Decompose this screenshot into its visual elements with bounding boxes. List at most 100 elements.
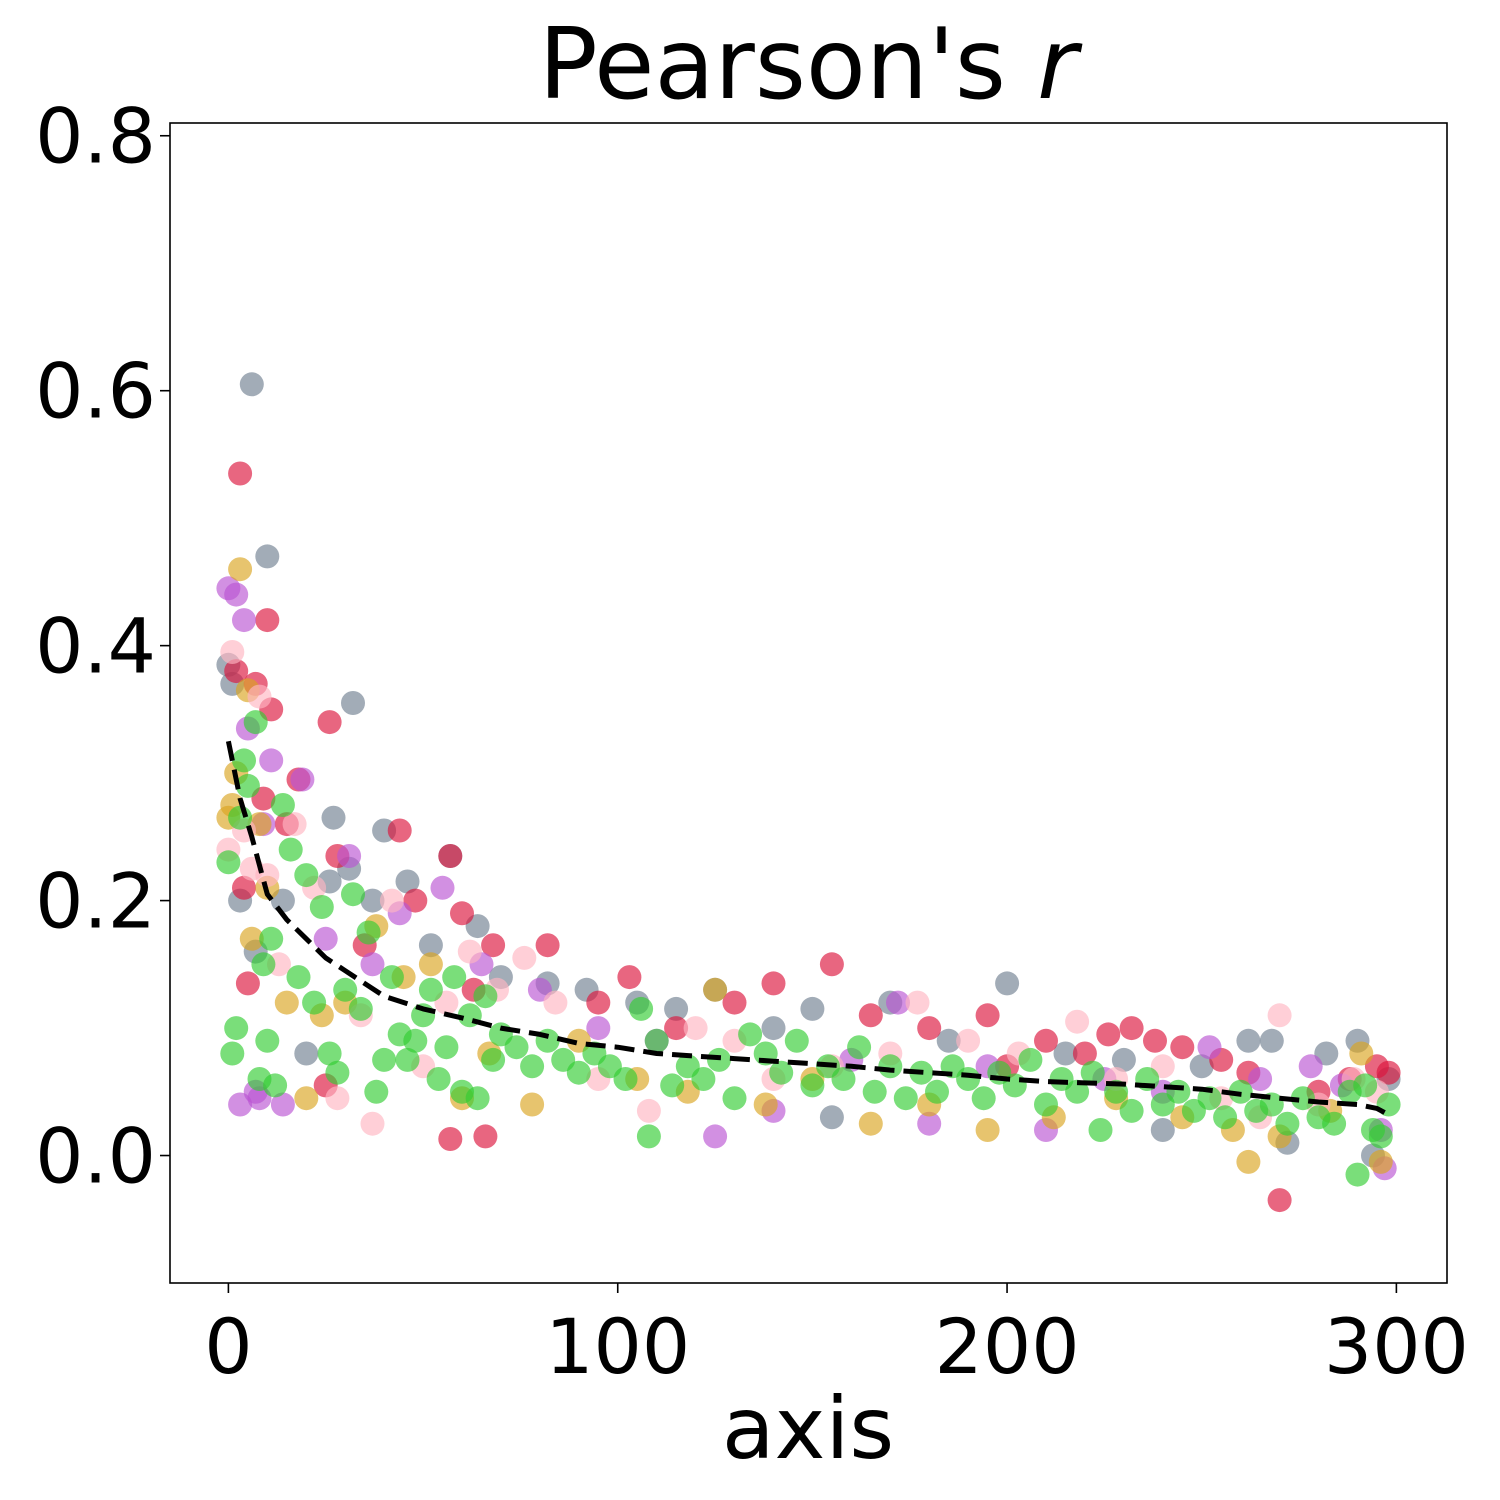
scatter-point [325, 1086, 350, 1111]
scatter-point [566, 1060, 591, 1085]
scatter-point [1166, 1079, 1191, 1104]
scatter-point [1119, 1016, 1144, 1041]
scatter-point [1088, 1118, 1113, 1142]
scatter-point [255, 608, 280, 633]
scatter-point [1065, 1079, 1090, 1104]
scatter-point [251, 952, 276, 977]
scatter-point [395, 1047, 420, 1072]
scatter-point [971, 1086, 996, 1111]
scatter-point [259, 748, 284, 773]
scatter-point [418, 933, 443, 958]
scatter-point [862, 1079, 887, 1104]
scatter-point [341, 882, 365, 907]
scatter-point [232, 608, 256, 633]
scatter-point [348, 996, 373, 1021]
scatter-point [1034, 1028, 1058, 1053]
scatter-point [224, 659, 249, 684]
scatter-point [1267, 1003, 1292, 1028]
scatter-point [703, 977, 728, 1002]
scatter-point [520, 1054, 545, 1079]
scatter-point [858, 1003, 883, 1028]
scatter-point [1322, 1111, 1347, 1136]
scatter-point [337, 844, 362, 868]
scatter-point [784, 1028, 809, 1053]
scatter-point [520, 1092, 545, 1117]
scatter-point [360, 888, 385, 913]
scatter-point [1018, 1047, 1043, 1072]
scatter-point [286, 965, 311, 990]
scatter-point [1236, 1149, 1261, 1174]
scatter-point [1143, 1028, 1167, 1053]
scatter-point [769, 1060, 794, 1085]
scatter-point [263, 1073, 288, 1098]
scatter-point [512, 945, 537, 970]
scatter-point [893, 1086, 918, 1111]
scatter-point [1353, 1073, 1378, 1098]
scatter-point [905, 990, 930, 1015]
scatter-point [282, 812, 307, 837]
scatter-point [660, 1073, 685, 1098]
scatter-point [387, 818, 412, 843]
scatter-point [722, 990, 747, 1015]
scatter-point [255, 1028, 280, 1053]
chart-title: Pearson's r [539, 8, 1084, 122]
scatter-point [333, 977, 358, 1002]
scatter-point [364, 1079, 389, 1104]
scatter-point [228, 1092, 253, 1117]
scatter-point [1290, 1086, 1315, 1111]
scatter-point [426, 1067, 451, 1091]
scatter-point [379, 888, 404, 913]
scatter-point [1065, 1009, 1090, 1034]
scatter-point [664, 996, 689, 1021]
scatter-point [243, 710, 268, 735]
scatter-point [247, 684, 272, 709]
scatter-point [636, 1124, 661, 1149]
scatter-point [819, 1105, 844, 1130]
scatter-point [936, 1028, 961, 1053]
scatter-point [1368, 1124, 1393, 1149]
scatter-point [886, 990, 910, 1015]
y-tick-label: 0.2 [35, 857, 156, 946]
scatter-point [224, 582, 249, 607]
scatter-point [418, 977, 443, 1002]
scatter-point [917, 1016, 942, 1041]
scatter-point [543, 990, 568, 1015]
scatter-point [325, 1060, 350, 1085]
scatter-point [430, 875, 455, 900]
scatter-point [738, 1022, 763, 1047]
scatter-point [535, 933, 560, 958]
scatter-point [360, 1111, 385, 1136]
scatter-point [317, 710, 342, 735]
scatter-point [636, 1098, 661, 1123]
y-tick-label: 0.0 [35, 1112, 156, 1201]
trend-layer [225, 740, 1390, 1117]
scatter-point [473, 984, 498, 1009]
scatter-point [259, 926, 284, 951]
scatter-point [473, 1124, 498, 1149]
scatter-point [228, 557, 253, 582]
scatter-point [644, 1028, 669, 1053]
scatter-point [1275, 1111, 1300, 1136]
scatter-point [925, 1079, 949, 1104]
scatter-point [481, 933, 506, 958]
scatter-point [1213, 1105, 1238, 1130]
scatter-point [1236, 1028, 1261, 1053]
scatter-point [255, 544, 280, 569]
scatter-point [220, 640, 245, 664]
scatter-point [722, 1086, 747, 1111]
scatter-point [228, 461, 253, 486]
scatter-point [294, 1086, 319, 1111]
scatter-point [1111, 1047, 1136, 1072]
x-tick-label: 200 [935, 1302, 1080, 1391]
scatter-point [995, 971, 1020, 996]
scatter-point [481, 1047, 506, 1072]
scatter-point [294, 1041, 319, 1066]
scatter-point [313, 926, 338, 951]
scatter-point [274, 990, 299, 1015]
scatter-point [629, 996, 654, 1021]
scatter-point [1267, 1188, 1292, 1213]
scatter-point [270, 1092, 295, 1117]
x-axis-label: axis [722, 1379, 894, 1479]
scatter-point [235, 971, 260, 996]
